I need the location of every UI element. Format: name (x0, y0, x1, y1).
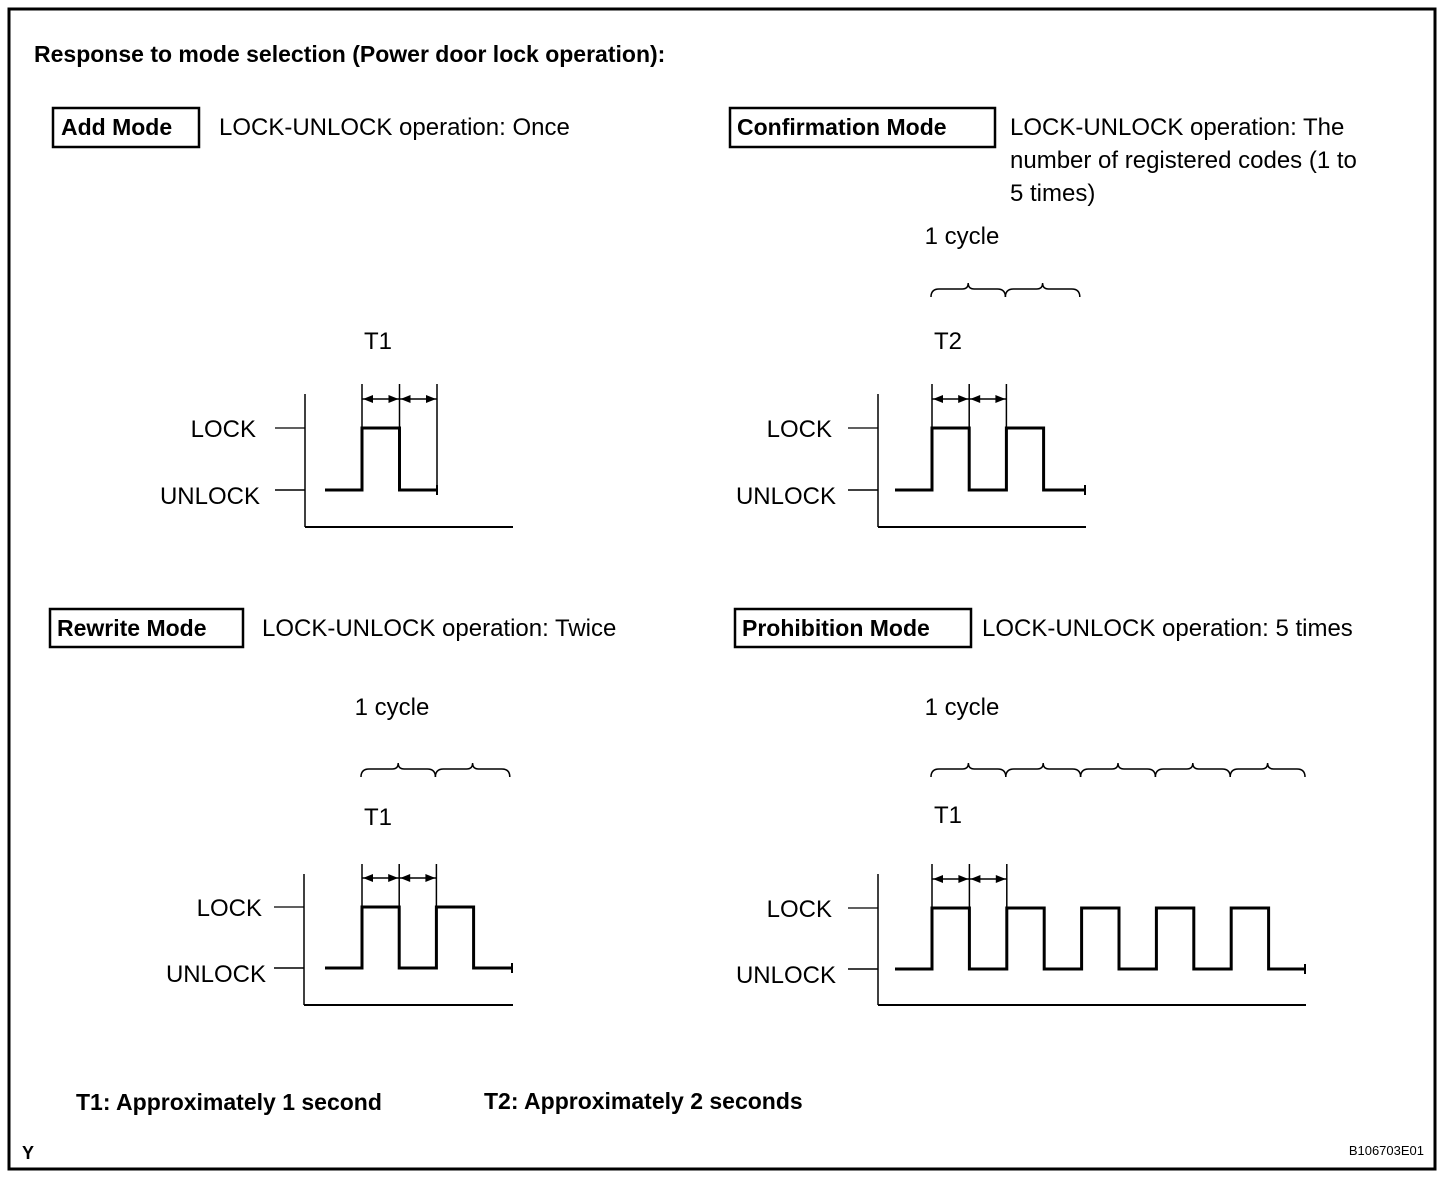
cycle-label: 1 cycle (355, 694, 430, 721)
rewrite-mode-label: Rewrite Mode (57, 615, 207, 641)
rewrite-mode-box (48, 607, 245, 649)
unlock-label: UNLOCK (160, 483, 260, 510)
lock-label: LOCK (767, 896, 832, 923)
cycle-brace (1004, 282, 1081, 298)
prohibition-mode-label: Prohibition Mode (742, 615, 930, 641)
cycle-brace (1079, 762, 1157, 778)
corner-mark: Y (22, 1143, 34, 1163)
waveform (895, 426, 1085, 492)
unlock-label: UNLOCK (166, 961, 266, 988)
rewrite-mode-description: LOCK-UNLOCK operation: Twice (262, 615, 616, 642)
timing-label: T1 (934, 802, 962, 829)
figure-border (7, 7, 1437, 1171)
add-mode-description: LOCK-UNLOCK operation: Once (219, 114, 570, 141)
cycle-brace (434, 762, 511, 778)
prohibition-mode-description: LOCK-UNLOCK operation: 5 times (982, 615, 1353, 642)
lock-label: LOCK (767, 416, 832, 443)
confirmation-mode-label: Confirmation Mode (737, 114, 947, 140)
cycle-brace (1229, 762, 1306, 778)
figure-id: B106703E01 (1349, 1143, 1424, 1158)
cycle-brace (1154, 762, 1231, 778)
lock-label: LOCK (197, 895, 262, 922)
cycle-label: 1 cycle (925, 223, 1000, 250)
cycle-label: 1 cycle (925, 694, 1000, 721)
arrowhead-right-icon (425, 874, 436, 882)
arrowhead-right-icon (958, 875, 969, 883)
arrowhead-left-icon (363, 874, 373, 882)
arrowhead-right-icon (995, 395, 1006, 403)
timing-label: T1 (364, 804, 392, 831)
arrowhead-left-icon (400, 874, 411, 882)
arrowhead-right-icon (388, 874, 399, 882)
confirmation-mode-description-line3: 5 times) (1010, 180, 1095, 207)
arrowhead-left-icon (933, 395, 943, 403)
cycle-brace (1005, 762, 1082, 778)
timing-label: T1 (364, 328, 392, 355)
arrowhead-left-icon (970, 395, 981, 403)
unlock-label: UNLOCK (736, 962, 836, 989)
arrowhead-left-icon (933, 875, 943, 883)
confirmation-mode-description-line1: LOCK-UNLOCK operation: The (1010, 114, 1344, 141)
waveform (895, 906, 1305, 971)
arrowhead-left-icon (970, 875, 981, 883)
arrowhead-right-icon (388, 395, 399, 403)
cycle-brace (930, 282, 1007, 298)
arrowhead-left-icon (400, 395, 411, 403)
unlock-label: UNLOCK (736, 483, 836, 510)
diagram-title: Response to mode selection (Power door l… (34, 41, 665, 67)
timing-label: T2 (934, 328, 962, 355)
confirmation-mode-description-line2: number of registered codes (1 to (1010, 147, 1357, 174)
waveform (325, 426, 437, 492)
legend-t1: T1: Approximately 1 second (76, 1089, 382, 1115)
add-mode-box (51, 106, 201, 149)
waveform (325, 905, 512, 970)
confirmation-mode-box (728, 106, 997, 149)
arrowhead-right-icon (995, 875, 1006, 883)
lock-label: LOCK (191, 416, 256, 443)
arrowhead-right-icon (958, 395, 969, 403)
cycle-brace (930, 762, 1007, 778)
legend-t2: T2: Approximately 2 seconds (484, 1088, 803, 1114)
prohibition-mode-box (733, 607, 973, 649)
cycle-brace (360, 762, 437, 778)
add-mode-label: Add Mode (61, 114, 172, 140)
arrowhead-right-icon (426, 395, 436, 403)
arrowhead-left-icon (363, 395, 373, 403)
